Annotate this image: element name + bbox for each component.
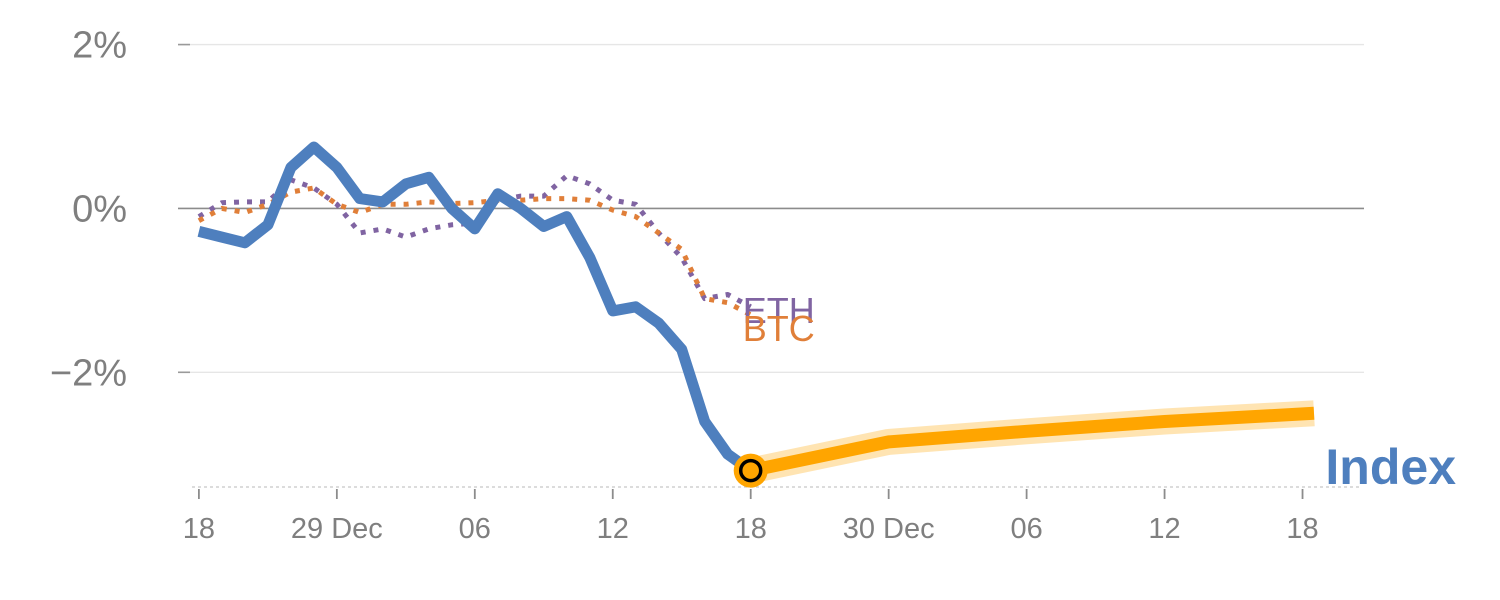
current-point-halo <box>733 453 768 488</box>
x-tick-label: 18 <box>735 513 767 545</box>
x-tick-label: 30 Dec <box>843 513 935 545</box>
x-tick-label: 29 Dec <box>291 513 383 545</box>
current-point-marker <box>738 458 763 483</box>
eth-series-label: ETH <box>743 290 815 331</box>
markers <box>733 453 768 488</box>
y-tick-label: 2% <box>72 25 127 67</box>
series-lines <box>197 141 1315 484</box>
index-series-label: Index <box>1325 439 1456 495</box>
y-tick-label: 0% <box>72 188 127 230</box>
x-tick-label: 18 <box>1286 513 1318 545</box>
x-tick-label: 18 <box>183 513 215 545</box>
x-tick-label: 06 <box>1010 513 1042 545</box>
btc-series-label: BTC <box>743 308 815 349</box>
x-tick-label: 06 <box>459 513 491 545</box>
index-projection-band <box>749 406 1315 477</box>
gridlines: 2% 0% −2% <box>50 25 1364 394</box>
x-axis: 18 29 Dec 06 12 18 30 Dec 06 12 18 <box>183 486 1360 545</box>
x-tick-label: 12 <box>1148 513 1180 545</box>
index-line <box>197 141 754 476</box>
x-tick-label: 12 <box>597 513 629 545</box>
btc-line <box>197 185 752 318</box>
y-tick-label: −2% <box>50 352 127 394</box>
